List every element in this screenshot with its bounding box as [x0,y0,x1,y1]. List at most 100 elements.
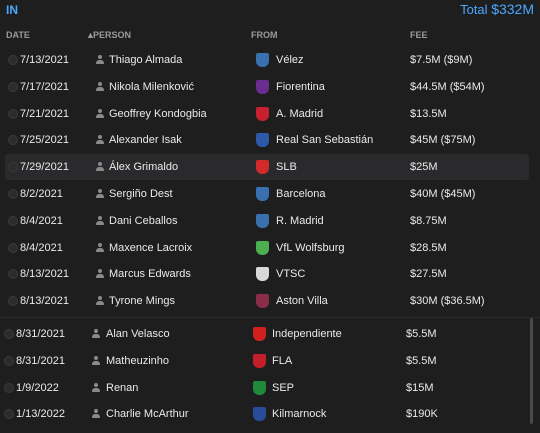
transfer-row[interactable]: 7/13/2021 Thiago Almada Vélez $7.5M ($9M) [0,47,540,73]
transfer-row[interactable]: 8/31/2021 Alan Velasco Independiente $5.5M [0,321,540,347]
club-crest-icon [256,187,269,201]
status-indicator-icon [4,409,14,420]
scrollbar[interactable] [530,318,533,424]
transfer-date: 7/13/2021 [20,54,69,66]
club-name: Independiente [272,328,342,340]
club-name: Kilmarnock [272,408,327,421]
transfer-row[interactable]: 8/4/2021 Maxence Lacroix VfL Wolfsburg $28.… [0,235,540,261]
person-name[interactable]: Charlie McArthur [106,408,189,421]
person-silhouette-icon [96,55,104,64]
transfer-fee: $25M [410,161,438,174]
status-indicator-icon [8,242,18,253]
person-silhouette-icon [96,108,104,118]
transfer-fee: $190K [406,408,438,421]
status-indicator-icon [8,296,18,307]
club-crest-icon [253,407,266,422]
transfer-row[interactable]: 8/2/2021 Sergiño Dest Barcelona $40M ($45M) [0,181,540,207]
transfer-row[interactable]: 7/29/2021 Álex Grimaldo SLB $25M [0,154,540,181]
transfer-date: 8/4/2021 [20,214,63,227]
person-name[interactable]: Dani Ceballos [109,214,178,227]
transfer-fee: $30M ($36.5M) [410,295,485,308]
club-name: VfL Wolfsburg [276,241,345,254]
transfer-fee: $45M ($75M) [410,134,476,147]
transfer-fee: $8.75M [410,214,447,227]
person-name[interactable]: Renan [106,381,139,394]
club-name: FLA [272,354,293,367]
transfer-date: 7/25/2021 [20,134,69,147]
person-silhouette-icon [92,409,100,419]
status-indicator-icon [8,135,18,146]
club-name: SEP [272,381,295,394]
status-indicator-icon [4,355,14,366]
column-header-from[interactable]: FROM [251,30,278,40]
panel-title: IN [6,3,18,17]
transfer-fee: $15M [406,381,434,394]
transfer-date: 8/13/2021 [20,295,69,308]
club-name: SLB [276,161,297,174]
status-indicator-icon [8,162,18,173]
club-crest-icon [253,353,266,368]
club-name: VTSC [276,268,306,281]
person-silhouette-icon [96,135,104,145]
person-name[interactable]: Tyrone Mings [109,295,176,308]
transfer-date: 7/17/2021 [20,80,69,93]
transfer-date: 8/31/2021 [16,354,65,367]
transfer-row[interactable]: 8/13/2021 Tyrone Mings Aston Villa $30M ($3… [0,288,540,314]
transfer-row[interactable]: 7/17/2021 Nikola Milenković Fiorentina $44.… [0,74,540,100]
person-name[interactable]: Marcus Edwards [109,268,191,281]
status-indicator-icon [4,329,14,339]
section-divider [0,317,540,318]
transfer-date: 7/29/2021 [20,161,69,174]
transfer-row[interactable]: 8/31/2021 Matheuzinho FLA $5.5M [0,348,540,374]
club-crest-icon [256,240,269,255]
transfer-row[interactable]: 8/13/2021 Marcus Edwards VTSC $27.5M [0,261,540,287]
column-header-fee[interactable]: FEE [410,30,428,40]
club-crest-icon [256,53,269,67]
club-name: Barcelona [276,188,326,200]
total-summary: Total $332M [460,1,534,17]
club-crest-icon [256,267,269,282]
club-crest-icon [256,106,269,121]
person-name[interactable]: Álex Grimaldo [109,161,179,174]
person-silhouette-icon [96,269,104,279]
status-indicator-icon [4,382,14,393]
transfer-row[interactable]: 1/9/2022 Renan SEP $15M [0,375,540,401]
transfer-fee: $44.5M ($54M) [410,80,485,93]
person-name[interactable]: Nikola Milenković [109,80,194,93]
person-silhouette-icon [96,189,104,198]
status-indicator-icon [8,269,18,280]
transfer-date: 8/13/2021 [20,268,69,281]
transfer-date: 7/21/2021 [20,107,69,120]
transfer-date: 1/13/2022 [16,408,65,421]
transfer-row[interactable]: 7/25/2021 Alexander Isak Real San Sebastiá… [0,127,540,153]
transfer-date: 8/2/2021 [20,188,63,200]
club-name: Vélez [276,54,304,66]
person-name[interactable]: Thiago Almada [109,54,183,66]
person-name[interactable]: Matheuzinho [106,354,169,367]
transfer-row[interactable]: 8/4/2021 Dani Ceballos R. Madrid $8.75M [0,208,540,234]
panel-titlebar: IN Total $332M [0,0,540,20]
transfer-fee: $7.5M ($9M) [410,54,473,66]
person-name[interactable]: Maxence Lacroix [109,241,193,254]
club-crest-icon [253,380,266,395]
transfer-row[interactable]: 1/13/2022 Charlie McArthur Kilmarnock $190K [0,401,540,427]
club-name: Aston Villa [276,295,328,308]
status-indicator-icon [8,108,18,119]
transfer-row[interactable]: 7/21/2021 Geoffrey Kondogbia A. Madrid $13.… [0,101,540,127]
club-name: A. Madrid [276,107,324,120]
person-name[interactable]: Geoffrey Kondogbia [109,107,207,120]
person-name[interactable]: Alan Velasco [106,328,170,340]
person-name[interactable]: Alexander Isak [109,134,182,147]
transfer-date: 8/4/2021 [20,241,63,254]
person-silhouette-icon [92,329,100,338]
person-silhouette-icon [96,81,104,91]
column-header-person[interactable]: PERSON [93,30,132,40]
transfer-fee: $27.5M [410,268,447,281]
club-name: Real San Sebastián [276,134,374,147]
club-crest-icon [256,294,269,309]
column-header-date[interactable]: DATE [6,30,30,40]
club-name: R. Madrid [276,214,324,227]
person-silhouette-icon [96,242,104,252]
person-name[interactable]: Sergiño Dest [109,188,173,200]
